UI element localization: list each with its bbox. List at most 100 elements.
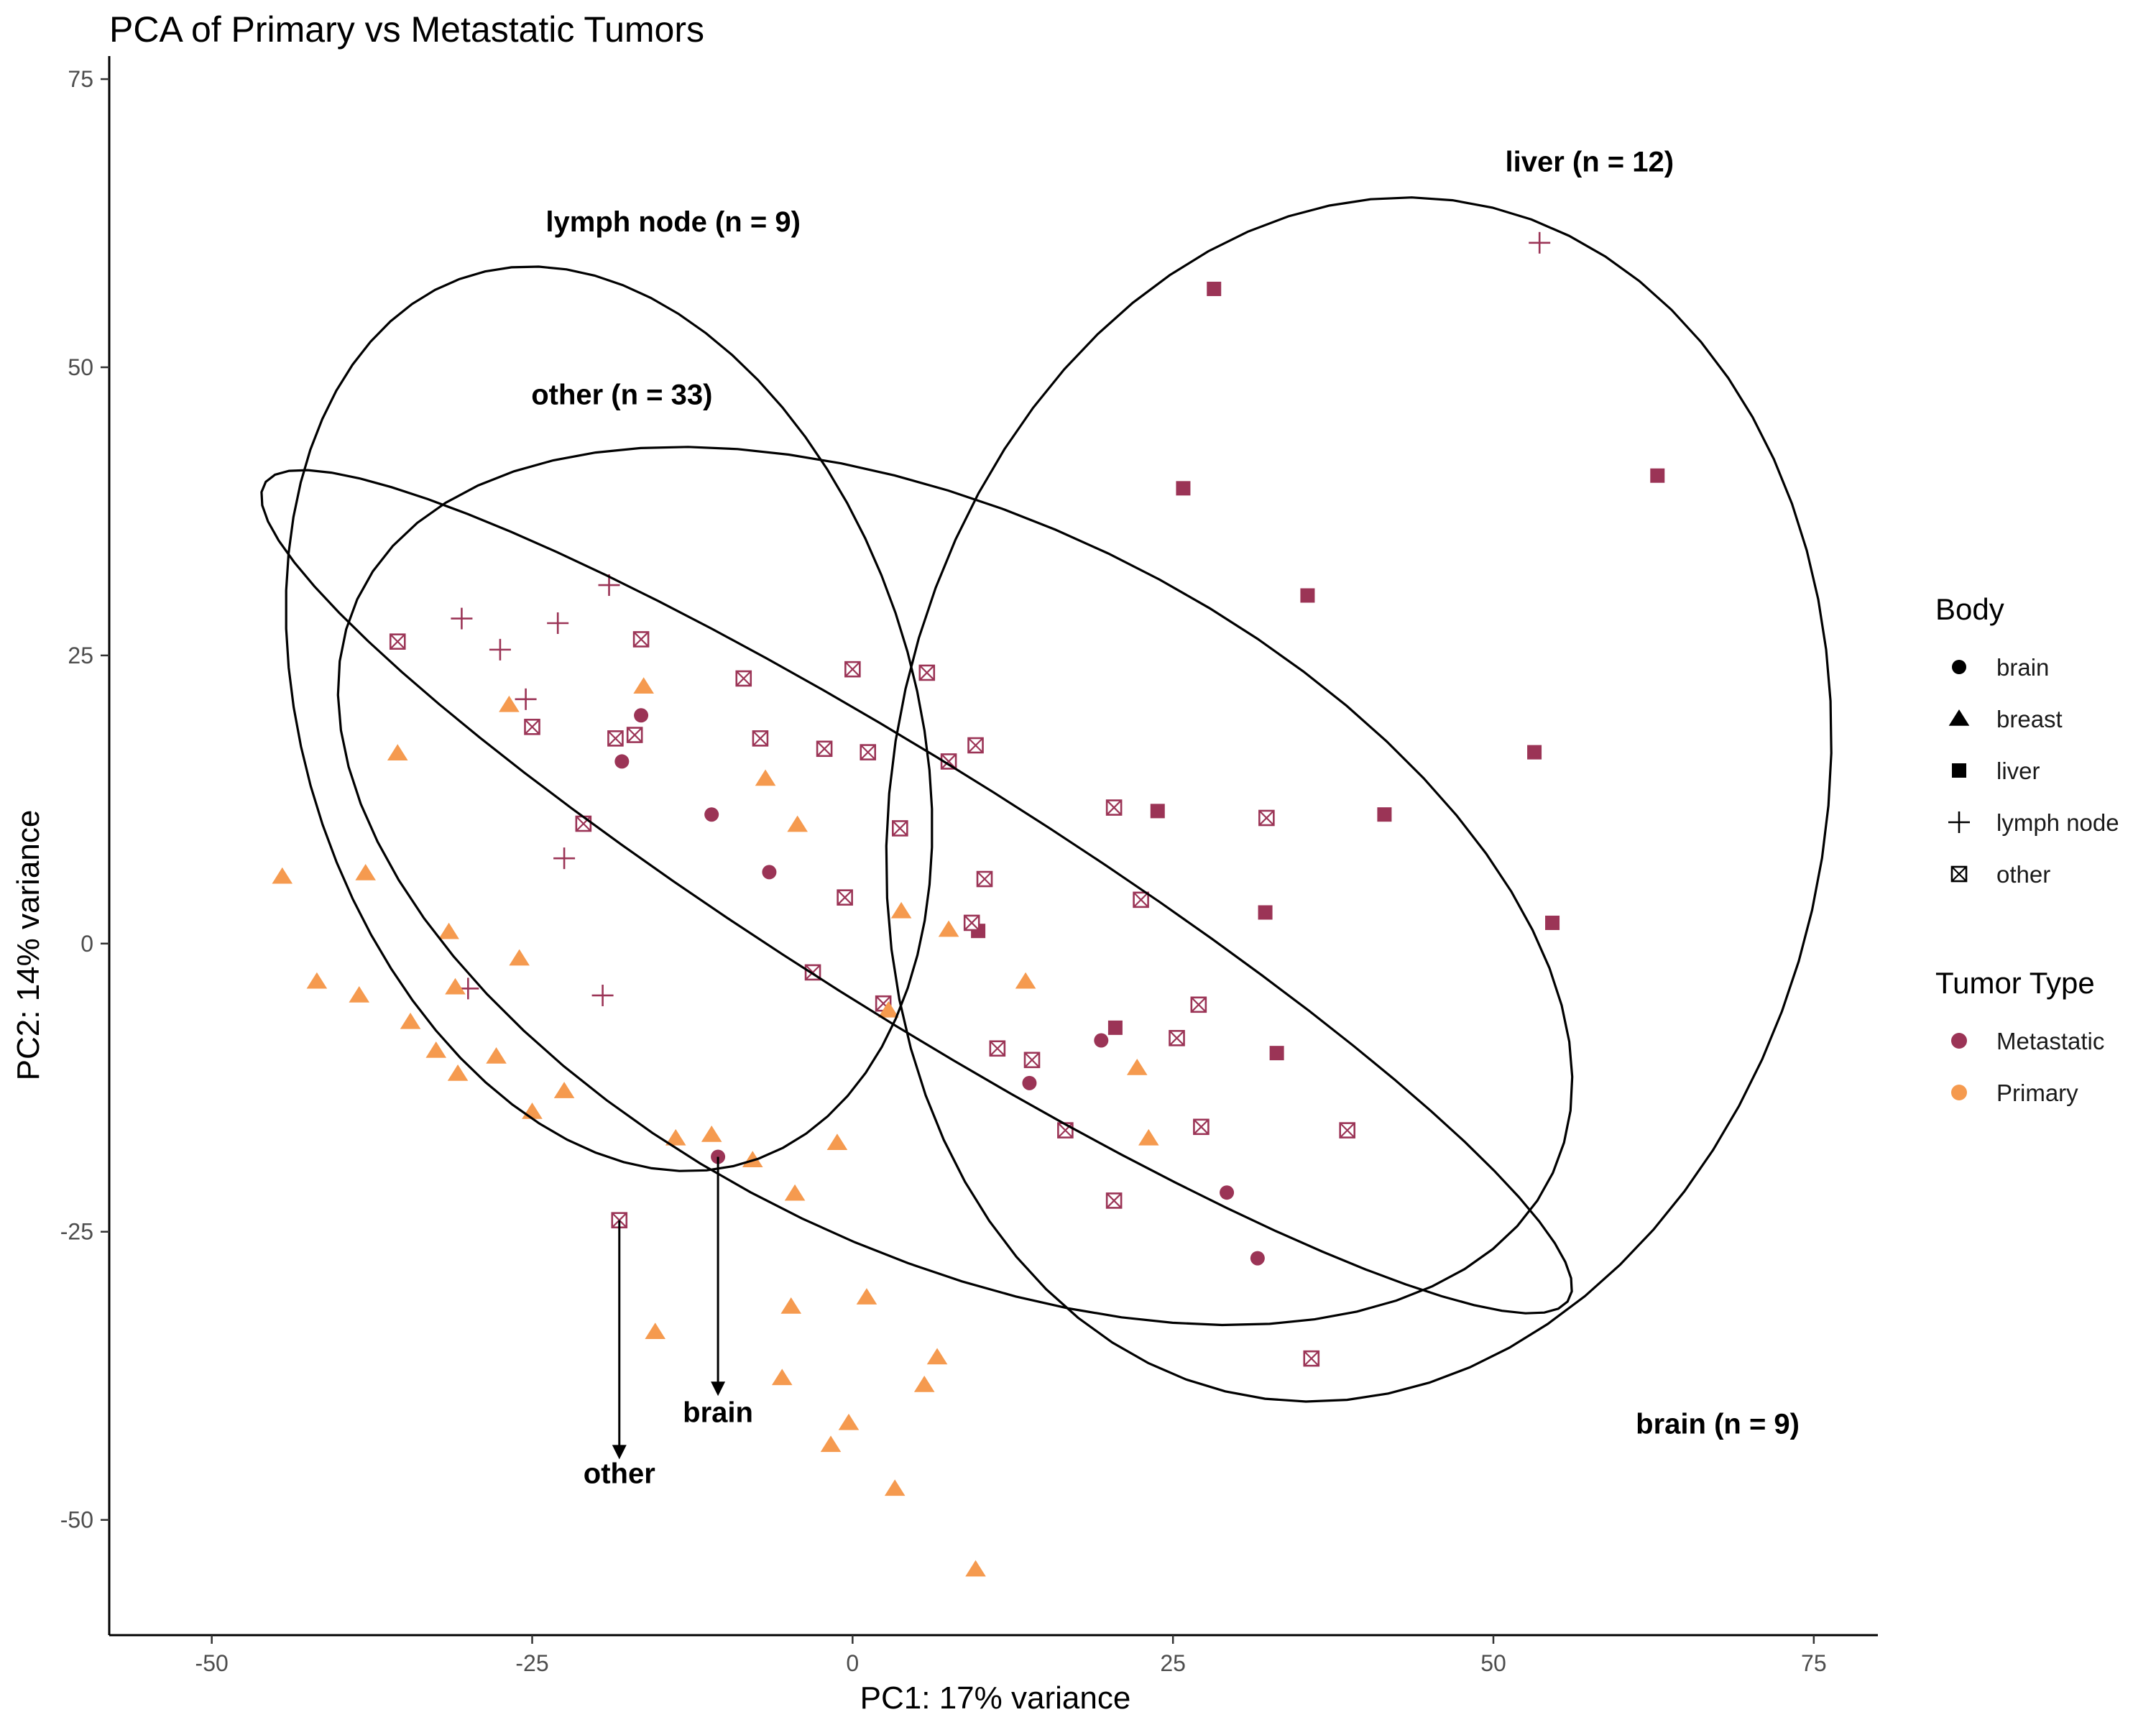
data-point bbox=[1377, 807, 1392, 822]
data-point bbox=[860, 744, 877, 760]
data-point bbox=[918, 664, 936, 681]
data-point bbox=[438, 922, 459, 939]
data-point bbox=[1193, 1118, 1210, 1136]
ellipse-label: other (n = 33) bbox=[531, 379, 712, 410]
data-point bbox=[633, 677, 654, 694]
data-point bbox=[816, 740, 833, 758]
data-point bbox=[1258, 809, 1275, 827]
data-point bbox=[522, 1102, 543, 1119]
data-point bbox=[856, 1288, 877, 1305]
data-point bbox=[1529, 231, 1551, 254]
annotation-label: brain bbox=[683, 1397, 753, 1428]
y-tick-label: 75 bbox=[68, 66, 93, 92]
annotation-arrowhead bbox=[711, 1381, 726, 1397]
data-point bbox=[1545, 915, 1560, 930]
data-point bbox=[1126, 1059, 1148, 1075]
data-point bbox=[547, 612, 569, 634]
data-point bbox=[1527, 745, 1542, 760]
y-tick-label: 50 bbox=[68, 354, 93, 380]
confidence-ellipse bbox=[285, 265, 934, 1172]
data-point bbox=[553, 847, 576, 870]
data-point bbox=[755, 769, 776, 786]
data-point bbox=[892, 820, 908, 837]
legend-label: lymph node bbox=[1996, 809, 2119, 836]
data-point bbox=[632, 631, 650, 648]
data-point bbox=[938, 920, 959, 937]
data-point bbox=[701, 1126, 722, 1142]
data-point bbox=[1250, 1251, 1265, 1266]
data-point bbox=[1133, 891, 1149, 908]
data-point bbox=[489, 638, 511, 661]
ellipse-label: brain (n = 9) bbox=[1636, 1408, 1800, 1440]
chart-title: PCA of Primary vs Metastatic Tumors bbox=[109, 9, 704, 50]
data-point bbox=[742, 1151, 763, 1168]
y-axis-title: PC2: 14% variance bbox=[11, 810, 46, 1081]
x-tick-label: 50 bbox=[1480, 1650, 1506, 1676]
data-point bbox=[355, 863, 376, 880]
y-tick-label: -50 bbox=[60, 1507, 93, 1533]
legend: Body brain breast liver lymph node other Tumor… bbox=[1935, 592, 2119, 1106]
data-point bbox=[349, 985, 370, 1003]
x-tick-label: -25 bbox=[515, 1650, 548, 1676]
data-point bbox=[575, 815, 592, 832]
data-point bbox=[553, 1082, 575, 1098]
data-point bbox=[447, 1064, 469, 1081]
data-point bbox=[451, 607, 473, 630]
data-point bbox=[1105, 1192, 1123, 1209]
annotation-label: other bbox=[584, 1458, 655, 1489]
legend-label: liver bbox=[1996, 758, 2040, 784]
legend-key-breast bbox=[1948, 709, 1970, 726]
data-point bbox=[1107, 1020, 1123, 1035]
data-point bbox=[838, 1413, 860, 1430]
data-point bbox=[445, 978, 466, 995]
data-point bbox=[1015, 972, 1036, 989]
data-point bbox=[306, 972, 328, 989]
legend-key-primary bbox=[1951, 1085, 1967, 1100]
data-point bbox=[784, 1184, 806, 1201]
data-point bbox=[926, 1348, 948, 1365]
legend-title-tumor-type: Tumor Type bbox=[1935, 966, 2095, 1000]
data-point bbox=[820, 1435, 842, 1453]
data-point bbox=[1094, 1033, 1109, 1048]
data-point bbox=[400, 1012, 421, 1029]
data-point bbox=[762, 865, 777, 880]
y-tick-label: 25 bbox=[68, 643, 93, 668]
data-point bbox=[1339, 1122, 1355, 1138]
legend-key-lymph-node bbox=[1948, 811, 1970, 833]
data-point bbox=[704, 807, 719, 822]
data-point bbox=[524, 719, 540, 735]
legend-label: brain bbox=[1996, 654, 2049, 681]
legend-key-brain bbox=[1952, 660, 1966, 674]
x-axis-title: PC1: 17% variance bbox=[860, 1680, 1131, 1716]
data-point bbox=[965, 1560, 986, 1577]
data-point bbox=[272, 867, 293, 884]
data-point bbox=[787, 815, 808, 832]
data-point bbox=[1138, 1128, 1159, 1146]
data-point bbox=[387, 744, 408, 760]
data-point bbox=[735, 670, 752, 687]
x-tick-label: 25 bbox=[1160, 1650, 1186, 1676]
y-tick-label: 0 bbox=[80, 931, 93, 957]
legend-label: breast bbox=[1996, 706, 2063, 732]
legend-title-body: Body bbox=[1935, 592, 2004, 626]
data-point bbox=[940, 753, 957, 770]
confidence-ellipse bbox=[336, 446, 1574, 1327]
data-point bbox=[890, 901, 912, 919]
data-point bbox=[1258, 905, 1273, 920]
data-point bbox=[1220, 1185, 1235, 1200]
legend-key-other bbox=[1950, 865, 1968, 883]
data-point bbox=[1300, 588, 1315, 603]
legend-label: Metastatic bbox=[1996, 1028, 2104, 1054]
data-point bbox=[1207, 281, 1222, 296]
data-point bbox=[877, 1000, 899, 1018]
data-point bbox=[967, 737, 984, 754]
data-point bbox=[1022, 1075, 1037, 1090]
data-point bbox=[665, 1128, 686, 1146]
plot-area: -50 -25 0 25 50 75 -50 -25 0 25 50 75 liver (n = 12)… bbox=[60, 56, 1878, 1676]
data-point bbox=[1105, 799, 1123, 816]
y-tick-label: -25 bbox=[60, 1219, 93, 1245]
ellipse-label: lymph node (n = 9) bbox=[545, 206, 800, 238]
data-point bbox=[591, 984, 614, 1006]
data-point bbox=[826, 1133, 848, 1150]
